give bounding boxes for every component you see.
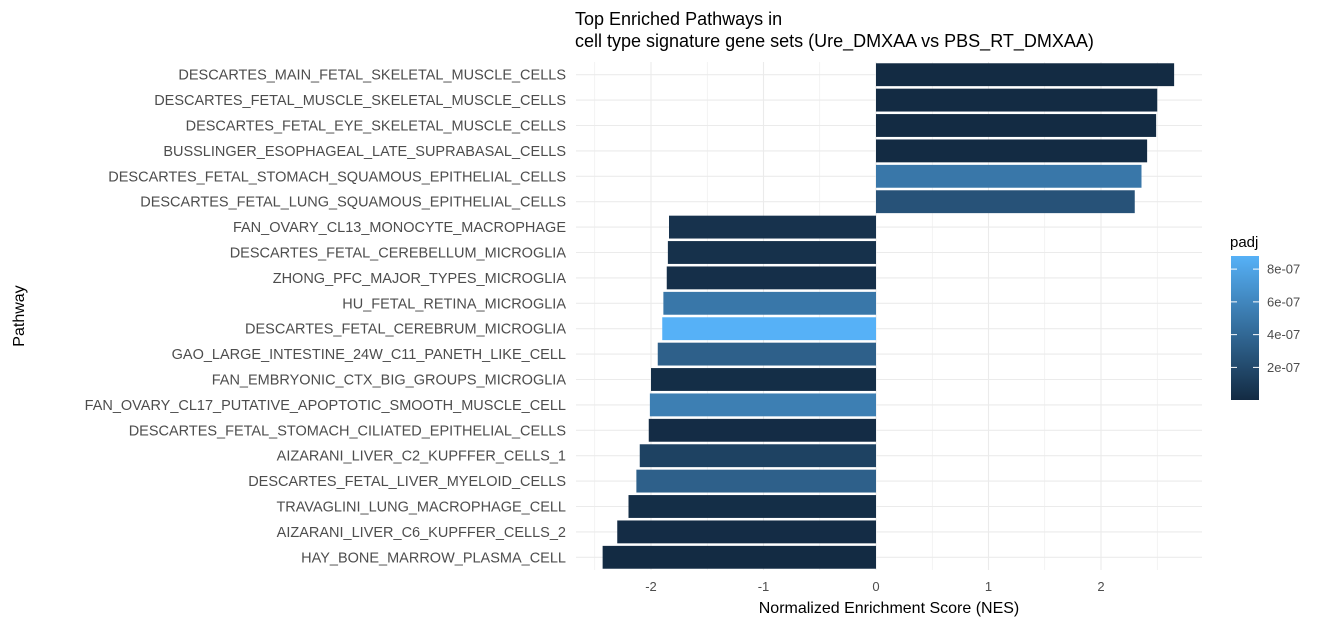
y-axis-tick-labels: DESCARTES_MAIN_FETAL_SKELETAL_MUSCLE_CEL…	[85, 68, 567, 567]
bar	[669, 215, 876, 239]
bar	[636, 469, 876, 493]
bar	[628, 495, 876, 518]
y-tick-label: AIZARANI_LIVER_C2_KUPFFER_CELLS_1	[277, 449, 566, 465]
plot-grid	[576, 62, 1202, 570]
bar	[617, 520, 876, 544]
chart-title-line-2: cell type signature gene sets (Ure_DMXAA…	[575, 31, 1094, 52]
bar	[666, 266, 876, 290]
bar	[648, 418, 876, 442]
y-tick-label: ZHONG_PFC_MAJOR_TYPES_MICROGLIA	[273, 271, 567, 287]
legend-tick-label: 6e-07	[1267, 294, 1300, 309]
bar	[876, 190, 1135, 214]
x-axis-title: Normalized Enrichment Score (NES)	[759, 600, 1020, 617]
legend-colorbar	[1231, 256, 1259, 400]
x-tick-label: -2	[645, 579, 657, 594]
x-tick-label: 1	[985, 579, 992, 594]
y-axis-title: Pathway	[11, 285, 28, 346]
x-axis-tick-labels: -2 -1 0 1 2	[645, 579, 1104, 594]
bar	[876, 164, 1142, 188]
y-tick-label: AIZARANI_LIVER_C6_KUPFFER_CELLS_2	[277, 525, 566, 541]
bar	[876, 139, 1148, 163]
y-tick-label: FAN_OVARY_CL17_PUTATIVE_APOPTOTIC_SMOOTH…	[85, 398, 566, 414]
bar	[639, 444, 876, 468]
bar	[662, 317, 876, 341]
y-tick-label: FAN_OVARY_CL13_MONOCYTE_MACROPHAGE	[233, 220, 566, 236]
bar	[657, 342, 876, 366]
y-tick-label: GAO_LARGE_INTESTINE_24W_C11_PANETH_LIKE_…	[172, 347, 566, 363]
x-tick-label: 0	[872, 579, 879, 594]
y-tick-label: BUSSLINGER_ESOPHAGEAL_LATE_SUPRABASAL_CE…	[163, 144, 566, 160]
bar	[649, 393, 876, 417]
legend-tick-labels: 2e-07 4e-07 6e-07 8e-07	[1231, 262, 1300, 375]
x-tick-label: 2	[1097, 579, 1104, 594]
chart-title-line-1: Top Enriched Pathways in	[575, 9, 782, 29]
padj-color-legend: padj 2e-07 4e-07 6e-07 8e-07	[1230, 234, 1300, 400]
bar	[876, 114, 1157, 137]
y-tick-label: DESCARTES_FETAL_LIVER_MYELOID_CELLS	[248, 474, 566, 490]
bar	[602, 545, 876, 569]
y-tick-label: HU_FETAL_RETINA_MICROGLIA	[342, 296, 566, 312]
y-tick-label: TRAVAGLINI_LUNG_MACROPHAGE_CELL	[276, 500, 566, 516]
bar	[663, 291, 876, 315]
y-tick-label: DESCARTES_MAIN_FETAL_SKELETAL_MUSCLE_CEL…	[178, 68, 566, 84]
bar	[667, 241, 876, 264]
legend-tick-label: 4e-07	[1267, 327, 1300, 342]
bar	[651, 368, 876, 391]
y-tick-label: DESCARTES_FETAL_EYE_SKELETAL_MUSCLE_CELL…	[186, 119, 566, 135]
bar-series	[602, 63, 1175, 569]
legend-title: padj	[1230, 234, 1258, 251]
y-tick-label: DESCARTES_FETAL_LUNG_SQUAMOUS_EPITHELIAL…	[140, 195, 566, 211]
y-tick-label: DESCARTES_FETAL_STOMACH_CILIATED_EPITHEL…	[129, 423, 566, 439]
bar	[876, 88, 1158, 112]
y-tick-label: DESCARTES_FETAL_CEREBRUM_MICROGLIA	[245, 322, 566, 338]
y-tick-label: DESCARTES_FETAL_MUSCLE_SKELETAL_MUSCLE_C…	[154, 93, 566, 109]
y-tick-label: DESCARTES_FETAL_CEREBELLUM_MICROGLIA	[230, 246, 567, 262]
y-tick-label: FAN_EMBRYONIC_CTX_BIG_GROUPS_MICROGLIA	[212, 373, 567, 389]
x-tick-label: -1	[758, 579, 770, 594]
y-tick-label: DESCARTES_FETAL_STOMACH_SQUAMOUS_EPITHEL…	[108, 169, 566, 185]
legend-tick-label: 8e-07	[1267, 262, 1300, 277]
y-tick-label: HAY_BONE_MARROW_PLASMA_CELL	[301, 550, 566, 566]
legend-tick-label: 2e-07	[1267, 360, 1300, 375]
bar	[876, 63, 1175, 87]
